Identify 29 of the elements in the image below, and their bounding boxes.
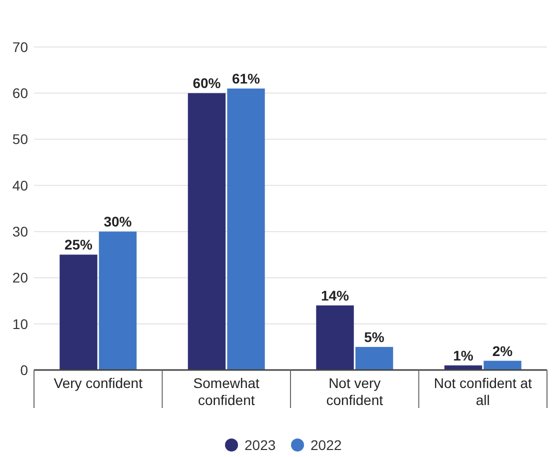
x-tick-label: Somewhat confident bbox=[193, 375, 260, 408]
y-tick-label: 40 bbox=[12, 177, 28, 194]
data-label: 5% bbox=[364, 328, 385, 345]
bar bbox=[188, 93, 226, 370]
bar bbox=[484, 360, 522, 370]
x-tick-label: Not very confident bbox=[326, 375, 384, 408]
x-tick-label: Very confident bbox=[54, 375, 143, 391]
data-label: 60% bbox=[192, 75, 222, 92]
bar bbox=[355, 346, 394, 370]
data-label: 14% bbox=[320, 287, 350, 304]
legend-label: 2022 bbox=[310, 437, 342, 453]
y-tick-label: 70 bbox=[12, 38, 28, 55]
data-label: 61% bbox=[232, 70, 261, 87]
data-label: 30% bbox=[104, 214, 132, 230]
x-tick-label: Not confident at all bbox=[434, 375, 532, 408]
bar bbox=[227, 88, 265, 370]
y-tick-label: 50 bbox=[12, 131, 28, 148]
y-tick-label: 0 bbox=[20, 362, 28, 378]
bar bbox=[98, 232, 137, 370]
y-tick-label: 20 bbox=[12, 270, 28, 286]
data-label: 25% bbox=[64, 236, 94, 253]
bar bbox=[60, 254, 98, 370]
data-label: 2% bbox=[492, 342, 514, 359]
y-tick-label: 30 bbox=[12, 223, 28, 240]
y-tick-label: 10 bbox=[12, 316, 28, 332]
legend-label: 2023 bbox=[244, 437, 276, 453]
y-tick-label: 60 bbox=[12, 85, 28, 102]
data-label: 1% bbox=[453, 347, 474, 364]
bar bbox=[316, 305, 354, 370]
